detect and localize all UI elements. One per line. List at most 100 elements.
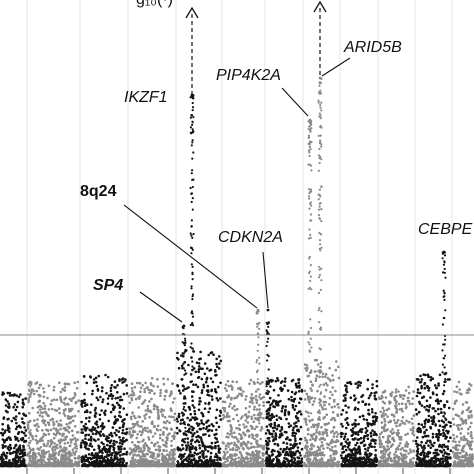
snp-point — [364, 447, 367, 451]
snp-point — [332, 435, 336, 438]
snp-point — [366, 378, 370, 382]
snp-point — [261, 461, 264, 465]
snp-point — [150, 397, 153, 401]
snp-point — [415, 412, 419, 416]
snp-point — [87, 463, 90, 467]
snp-point — [335, 430, 338, 434]
snp-point — [67, 382, 71, 386]
snp-point — [100, 456, 104, 459]
snp-point — [140, 425, 143, 428]
snp-point — [173, 418, 176, 422]
snp-point — [108, 433, 111, 437]
snp-point — [215, 357, 218, 361]
snp-point — [395, 447, 398, 451]
snp-point — [60, 424, 63, 427]
snp-point — [35, 461, 39, 465]
snp-point — [303, 463, 306, 467]
snp-point — [324, 407, 327, 411]
snp-point — [81, 405, 84, 408]
snp-point — [92, 454, 96, 457]
snp-point — [287, 459, 291, 463]
snp-point — [374, 439, 377, 442]
snp-point — [421, 435, 425, 439]
snp-point — [202, 385, 206, 389]
snp-point — [240, 461, 243, 465]
snp-point — [292, 426, 295, 430]
snp-point — [382, 412, 385, 415]
snp-point — [254, 394, 258, 398]
snp-point — [223, 400, 227, 404]
snp-point — [300, 457, 304, 461]
snp-point — [157, 409, 160, 412]
snp-point — [362, 464, 365, 467]
snp-point — [340, 432, 344, 436]
snp-point — [128, 427, 131, 430]
snp-point — [37, 458, 40, 462]
snp-point — [80, 431, 83, 434]
snp-point — [370, 445, 374, 449]
snp-point — [216, 458, 219, 462]
snp-point — [63, 442, 67, 445]
snp-point — [68, 444, 72, 448]
snp-point — [429, 446, 433, 450]
snp-point — [275, 418, 279, 422]
snp-point — [115, 433, 118, 437]
snp-point — [143, 388, 146, 391]
snp-point — [154, 457, 157, 461]
snp-point — [251, 436, 254, 440]
snp-point — [49, 455, 52, 459]
snp-point — [90, 445, 94, 448]
snp-point — [248, 452, 251, 456]
snp-point — [410, 417, 414, 421]
snp-point — [139, 447, 143, 450]
snp-point — [357, 450, 361, 453]
snp-point — [293, 437, 297, 440]
snp-point — [399, 442, 402, 445]
snp-point — [262, 401, 265, 404]
snp-point — [124, 432, 128, 436]
snp-point — [52, 432, 56, 436]
snp-point — [214, 452, 218, 456]
snp-point — [351, 427, 355, 430]
snp-point — [404, 402, 408, 406]
snp-point — [346, 438, 350, 441]
snp-point — [133, 385, 137, 389]
snp-point — [112, 446, 116, 450]
snp-point — [75, 400, 78, 404]
snp-point — [106, 458, 110, 462]
snp-point — [331, 393, 334, 397]
snp-point — [178, 429, 181, 432]
snp-point — [200, 441, 204, 444]
snp-point — [125, 384, 128, 387]
snp-point — [145, 452, 149, 456]
grid-lines — [26, 0, 453, 474]
snp-point — [229, 384, 233, 388]
snp-point — [330, 438, 334, 442]
snp-point — [319, 365, 322, 369]
snp-point — [383, 459, 386, 462]
snp-point — [153, 432, 157, 435]
snp-point — [48, 445, 52, 448]
snp-point — [73, 381, 76, 385]
snp-point — [299, 425, 303, 429]
snp-point — [396, 429, 400, 432]
snp-point — [417, 455, 420, 459]
snp-point — [279, 381, 283, 384]
snp-point — [275, 414, 278, 418]
snp-point — [100, 389, 104, 393]
snp-point — [367, 396, 371, 400]
snp-point — [326, 376, 330, 380]
snp-point — [201, 444, 204, 448]
snp-point — [417, 411, 421, 414]
snp-point — [218, 414, 222, 418]
snp-point — [396, 460, 399, 464]
snp-point — [290, 395, 293, 399]
snp-point — [278, 462, 282, 465]
snp-point — [346, 416, 349, 420]
snp-point — [197, 365, 201, 368]
snp-point — [113, 406, 116, 409]
snp-point — [171, 460, 174, 464]
snp-point — [117, 464, 121, 467]
snp-point — [250, 427, 254, 430]
snp-point — [425, 461, 429, 464]
